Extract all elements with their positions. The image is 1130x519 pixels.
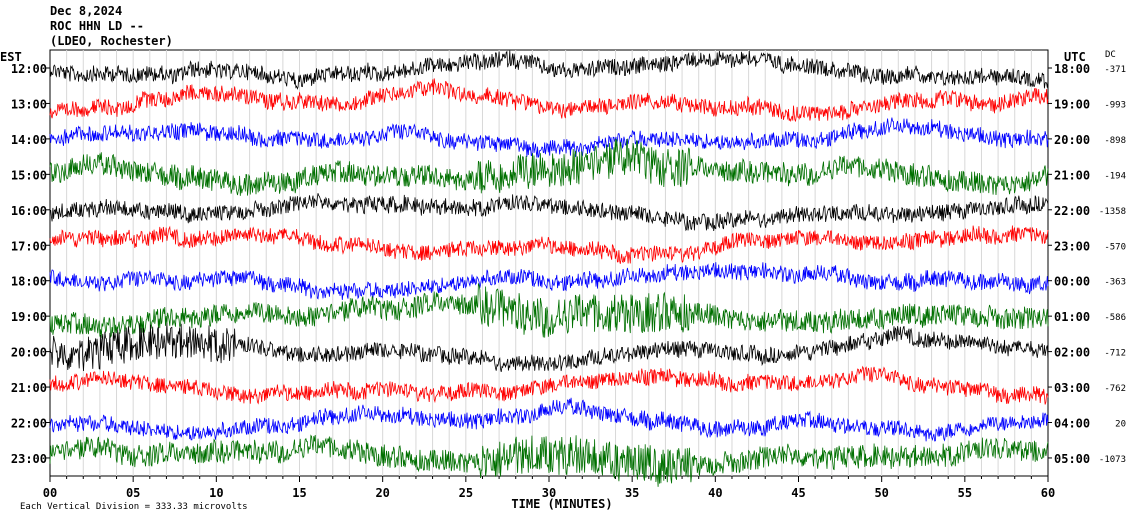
dc-offset-value: -194 bbox=[1104, 171, 1126, 181]
trace-line-1400 bbox=[49, 117, 1049, 158]
utc-axis-title: UTC bbox=[1064, 50, 1086, 64]
x-tick-label: 50 bbox=[874, 486, 888, 500]
trace-line-1600 bbox=[49, 193, 1049, 232]
x-tick-label: 00 bbox=[43, 486, 57, 500]
trace-line-1700 bbox=[49, 225, 1049, 264]
utc-hour-label: 02:00 bbox=[1054, 346, 1090, 360]
est-hour-label: 19:00 bbox=[11, 310, 47, 324]
trace-line-1500 bbox=[49, 138, 1049, 196]
trace-line-2200 bbox=[49, 397, 1049, 442]
est-hour-label: 16:00 bbox=[11, 204, 47, 218]
utc-hour-label: 03:00 bbox=[1054, 381, 1090, 395]
trace-line-2300 bbox=[49, 434, 1049, 487]
record-date: Dec 8,2024 bbox=[50, 4, 123, 18]
dc-offset-value: -586 bbox=[1104, 313, 1126, 323]
est-hour-label: 14:00 bbox=[11, 133, 47, 147]
est-axis-title: EST bbox=[0, 50, 22, 64]
utc-hour-label: 23:00 bbox=[1054, 239, 1090, 253]
plot-frame bbox=[49, 49, 1049, 477]
x-tick-label: 35 bbox=[625, 486, 639, 500]
x-tick-label: 60 bbox=[1041, 486, 1055, 500]
est-hour-label: 23:00 bbox=[11, 452, 47, 466]
dc-offset-value: 20 bbox=[1115, 420, 1126, 430]
trace-line-1900 bbox=[49, 282, 1049, 339]
x-axis-title: TIME (MINUTES) bbox=[511, 497, 612, 511]
dc-offset-value: -371 bbox=[1104, 65, 1126, 75]
station-code: ROC HHN LD -- bbox=[50, 19, 144, 33]
utc-hour-label: 21:00 bbox=[1054, 168, 1090, 182]
trace-line-1200 bbox=[49, 50, 1049, 90]
utc-hour-label: 22:00 bbox=[1054, 204, 1090, 218]
utc-hour-label: 05:00 bbox=[1054, 452, 1090, 466]
seismic-traces bbox=[49, 50, 1049, 487]
trace-line-2100 bbox=[49, 365, 1049, 405]
est-hour-label: 17:00 bbox=[11, 239, 47, 253]
trace-line-2000 bbox=[49, 323, 1049, 372]
utc-hour-label: 01:00 bbox=[1054, 310, 1090, 324]
utc-hour-label: 19:00 bbox=[1054, 97, 1090, 111]
x-tick-label: 10 bbox=[209, 486, 223, 500]
dc-offset-value: -1358 bbox=[1099, 207, 1126, 217]
utc-hour-label: 20:00 bbox=[1054, 133, 1090, 147]
x-tick-label: 05 bbox=[126, 486, 140, 500]
est-hour-label: 13:00 bbox=[11, 97, 47, 111]
x-tick-label: 45 bbox=[791, 486, 805, 500]
est-hour-label: 22:00 bbox=[11, 417, 47, 431]
x-tick-label: 20 bbox=[375, 486, 389, 500]
network-name: (LDEO, Rochester) bbox=[50, 34, 173, 48]
utc-hour-label: 04:00 bbox=[1054, 417, 1090, 431]
x-tick-label: 40 bbox=[708, 486, 722, 500]
est-hour-label: 12:00 bbox=[11, 62, 47, 76]
est-hour-label: 18:00 bbox=[11, 275, 47, 289]
x-tick-label: 30 bbox=[542, 486, 556, 500]
utc-hour-label: 00:00 bbox=[1054, 275, 1090, 289]
dc-offset-value: -712 bbox=[1104, 349, 1126, 359]
est-hour-label: 21:00 bbox=[11, 381, 47, 395]
utc-hour-label: 18:00 bbox=[1054, 62, 1090, 76]
dc-column-title: DC bbox=[1105, 50, 1116, 60]
trace-line-1300 bbox=[49, 78, 1049, 123]
dc-offset-value: -762 bbox=[1104, 384, 1126, 394]
dc-offset-value: -363 bbox=[1104, 278, 1126, 288]
est-hour-label: 15:00 bbox=[11, 168, 47, 182]
est-hour-label: 20:00 bbox=[11, 346, 47, 360]
vertical-scale-note: Each Vertical Division = 333.33 microvol… bbox=[20, 502, 248, 512]
chart-axes: EST UTC DC 12:00 18:00 -371 13:00 19:00 -993 14:0… bbox=[0, 50, 1126, 512]
x-tick-label: 55 bbox=[958, 486, 972, 500]
dc-offset-value: -1073 bbox=[1099, 455, 1126, 465]
dc-offset-value: -993 bbox=[1104, 100, 1126, 110]
dc-offset-value: -570 bbox=[1104, 242, 1126, 252]
x-tick-label: 25 bbox=[459, 486, 473, 500]
trace-line-1800 bbox=[49, 262, 1049, 300]
dc-offset-value: -898 bbox=[1104, 136, 1126, 146]
x-tick-label: 15 bbox=[292, 486, 306, 500]
